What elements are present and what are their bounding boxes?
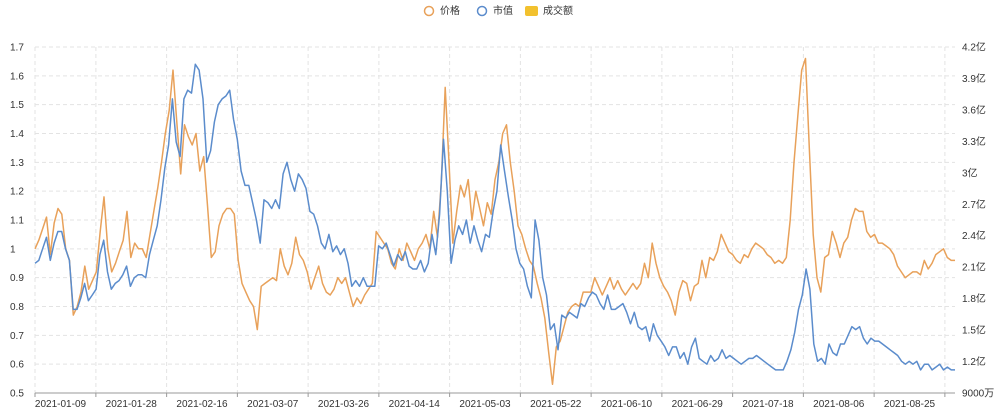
y-right-tick-label: 1.8亿 [962,292,986,305]
y-right-tick-label: 3.6亿 [962,103,986,116]
x-tick-label: 2021-03-26 [318,399,370,410]
x-tick-label: 2021-02-16 [176,399,228,410]
y-right-tick-label: 1.2亿 [962,355,986,368]
x-tick-label: 2021-06-29 [672,399,724,410]
y-left-tick-label: 1.6 [10,71,24,82]
x-tick-label: 2021-04-14 [389,399,441,410]
y-left-tick-label: 0.8 [10,302,24,313]
y-left-tick-label: 1.7 [10,43,24,54]
y-right-tick-label: 3.3亿 [962,135,986,148]
series-lines [34,57,955,386]
y-right-tick-label: 1.5亿 [962,324,986,337]
legend-volume-label: 成交额 [543,4,573,17]
chart-legend[interactable]: 价格 市值 成交额 [423,4,574,17]
price-line [34,57,955,386]
legend-volume-icon [525,6,538,16]
y-left-tick-label: 1.4 [10,129,24,140]
x-tick-label: 2021-01-09 [35,399,87,410]
legend-price-label: 价格 [440,4,460,17]
y-left-tick-label: 1.5 [10,100,24,111]
y-right-tick-label: 3.9亿 [962,72,986,85]
y-right-tick-label: 3亿 [962,166,978,179]
legend-item-price[interactable]: 价格 [423,4,461,17]
y-right-tick-label: 4.2亿 [962,41,986,54]
x-tick-label: 2021-08-25 [884,399,936,410]
x-tick-label: 2021-05-03 [459,399,511,410]
y-left-tick-label: 0.9 [10,273,24,284]
legend-market-cap-label: 市值 [493,4,513,17]
y-axis-right: 9000万 1.2亿 1.5亿 1.8亿 2.1亿 2.4亿 2.7亿 3亿 3.3亿 3.6亿 3… [962,41,994,400]
y-right-tick-label: 2.7亿 [962,198,986,211]
y-left-tick-label: 0.5 [10,389,24,400]
x-axis: 2021-01-09 2021-01-28 2021-02-16 2021-03-07… [34,392,955,410]
x-tick-label: 2021-05-22 [530,399,582,410]
x-tick-label: 2021-03-07 [247,399,299,410]
y-left-tick-label: 1.3 [10,158,24,169]
y-right-tick-label: 2.4亿 [962,229,986,242]
x-tick-label: 2021-07-18 [742,399,794,410]
legend-item-market-cap[interactable]: 市值 [476,4,514,17]
legend-market-cap-icon [476,5,488,17]
grid-lines [34,46,955,394]
y-left-tick-label: 1 [10,244,16,255]
legend-item-volume[interactable]: 成交额 [525,4,573,17]
y-left-tick-label: 1.2 [10,187,24,198]
market-cap-line [34,63,955,371]
y-axis-left: 0.5 0.6 0.7 0.8 0.9 1 1.1 1.2 1.3 1.4 1.5 1.6 1.7 [10,43,24,400]
legend-price-icon [423,5,435,17]
y-left-tick-label: 0.6 [10,360,24,371]
y-right-tick-label: 9000万 [962,389,994,400]
x-tick-label: 2021-08-06 [813,399,865,410]
y-left-tick-label: 1.1 [10,216,24,227]
y-left-tick-label: 0.7 [10,331,24,342]
y-right-tick-label: 2.1亿 [962,261,986,274]
x-tick-label: 2021-01-28 [106,399,158,410]
x-tick-label: 2021-06-10 [601,399,653,410]
